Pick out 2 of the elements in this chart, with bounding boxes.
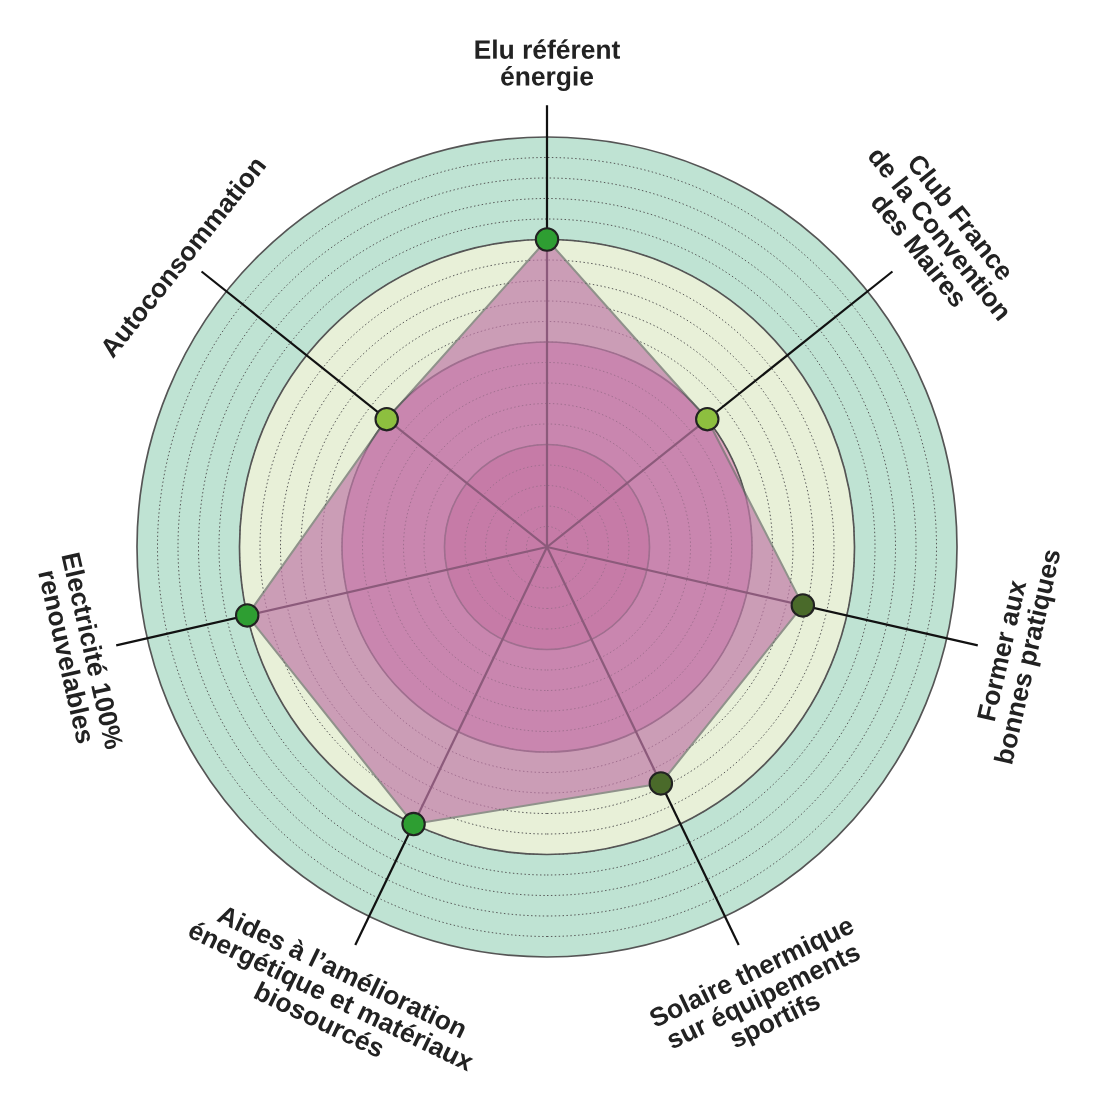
spoke-label: Former aux bonnes pratiques	[977, 548, 1066, 766]
spoke-label: Elu référent énergie	[475, 39, 620, 91]
